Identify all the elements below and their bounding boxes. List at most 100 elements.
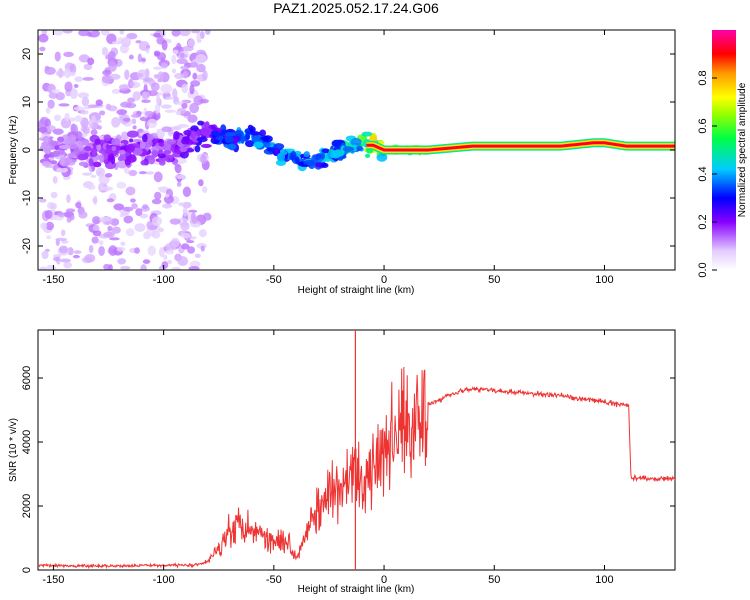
spectrogram-blob (99, 154, 105, 163)
spectrogram-noise-blob (75, 201, 82, 209)
spectrogram-noise-blob (124, 69, 130, 80)
x-tick-label: -100 (153, 274, 175, 286)
spectrogram-blob (106, 147, 112, 155)
spectrogram-noise-blob (63, 51, 74, 58)
spectrogram-blob (94, 138, 101, 145)
spectrogram-blob (321, 162, 329, 168)
spectrogram-noise-blob (148, 225, 157, 231)
spectrogram-noise-blob (182, 186, 192, 198)
spectrogram-noise-blob (171, 68, 177, 74)
spectrogram-noise-blob (39, 266, 47, 270)
spectrogram-noise-blob (66, 194, 71, 203)
spectrogram-noise-blob (143, 83, 148, 94)
spectrogram-noise-blob (131, 203, 138, 210)
spectrogram-noise-blob (155, 95, 161, 105)
spectrogram-blob (260, 136, 271, 141)
spectrogram-noise-blob (171, 54, 177, 65)
spectrogram-noise-blob (57, 211, 65, 218)
spectrogram-noise-blob (125, 228, 135, 237)
spectrogram-blob (315, 153, 322, 161)
spectrogram-noise-blob (62, 30, 73, 34)
spectrogram-blob (42, 135, 50, 143)
spectrogram-blob (147, 156, 156, 165)
spectrogram-noise-blob (132, 91, 141, 101)
spectrogram-noise-blob (153, 171, 163, 183)
spectrogram-noise-blob (88, 245, 94, 254)
spectrogram-blob (197, 120, 204, 126)
spectrogram-blob (157, 152, 167, 159)
spectrogram-blob (240, 134, 245, 144)
spectrogram-noise-blob (160, 83, 173, 94)
spectrogram-noise-blob (95, 99, 103, 107)
spectrogram-noise-blob (108, 264, 113, 270)
spectrogram-noise-blob (144, 110, 154, 117)
spectrogram-noise-blob (97, 125, 102, 130)
spectrogram-noise-blob (67, 247, 74, 256)
spectrogram-x-ticks: -150 -100 -50 0 50 100 (42, 30, 614, 286)
spectrogram-noise-blob (167, 38, 172, 44)
spectrogram-noise-blob (61, 240, 69, 244)
spectrogram-blob (224, 135, 234, 144)
y-tick-label: -20 (21, 238, 33, 254)
spectrogram-noise-blob (38, 33, 49, 43)
spectrogram-noise-blob (128, 169, 138, 177)
spectrogram-noise-blob (58, 245, 69, 254)
spectrogram-blob (48, 138, 54, 145)
spectrogram-noise-blob (72, 254, 80, 259)
spectrogram-noise-blob (116, 246, 126, 252)
spectrogram-noise-blob (153, 74, 160, 79)
spectrogram-blob (105, 144, 111, 150)
spectrogram-noise-blob (161, 261, 169, 269)
spectrogram-noise-blob (87, 104, 98, 109)
x-tick-label: 0 (381, 274, 387, 286)
spectrogram-noise-blob (194, 253, 201, 258)
spectrogram-noise-blob (83, 63, 93, 71)
spectrogram-blob (141, 134, 148, 143)
spectrogram-blob (200, 127, 212, 137)
spectrogram-blob (126, 154, 137, 163)
spectrogram-y-ticks: -20 -10 0 10 20 (21, 48, 675, 254)
spectrogram-noise-blob (145, 45, 151, 49)
spectrogram-noise-blob (81, 96, 90, 107)
spectrogram-noise-blob (80, 109, 89, 115)
spectrogram-blob (96, 143, 102, 151)
spectrogram-blob (181, 137, 190, 145)
spectrogram-blob (163, 149, 172, 155)
colorbar-tick-label: 0.0 (697, 262, 709, 277)
x-tick-label: 100 (595, 574, 613, 586)
spectrogram-noise-blob (141, 91, 151, 100)
spectrogram-blob (158, 149, 164, 155)
spectrogram-noise-blob (150, 82, 160, 92)
spectrogram-blob (245, 131, 251, 140)
spectrogram-blob (140, 159, 148, 166)
spectrogram-noise-blob (204, 30, 211, 35)
spectrogram-noise-blob (181, 102, 188, 109)
x-tick-label: 0 (381, 574, 387, 586)
snr-frame (37, 329, 676, 571)
spectrogram-blob (190, 130, 196, 140)
snr-y-label: SNR (10 * v/v) (8, 418, 19, 482)
spectrogram-noise-blob (78, 211, 88, 219)
spectrogram-noise-blob (195, 53, 207, 64)
y-tick-label: 0 (21, 567, 33, 573)
spectrogram-noise-blob (78, 30, 90, 37)
spectrogram-blob (78, 144, 84, 151)
spectrogram-noise-blob (99, 110, 106, 116)
spectrogram-noise-blob (125, 186, 136, 196)
spectrogram-blob (356, 145, 363, 151)
spectrogram-noise-blob (138, 171, 147, 175)
y-tick-label: 4000 (21, 430, 33, 454)
spectrogram-noise-blob (126, 32, 138, 40)
snr-panel: -150 -100 -50 0 50 100 0 2000 4000 6000 Height o… (8, 329, 676, 595)
spectrogram-noise-blob (134, 247, 140, 254)
spectrogram-noise-blob (188, 266, 200, 270)
snr-x-label: Height of straight line (km) (298, 584, 415, 595)
spectrogram-noise-blob (55, 91, 66, 101)
spectrogram-noise-blob (154, 103, 161, 114)
spectrogram-blob (43, 153, 50, 159)
spectrogram-noise-blob (91, 115, 96, 122)
spectrogram-noise-blob (116, 181, 127, 189)
spectrogram-noise-blob (87, 57, 95, 66)
spectrogram-noise-blob (189, 84, 195, 95)
spectrogram-noise-blob (147, 245, 157, 256)
